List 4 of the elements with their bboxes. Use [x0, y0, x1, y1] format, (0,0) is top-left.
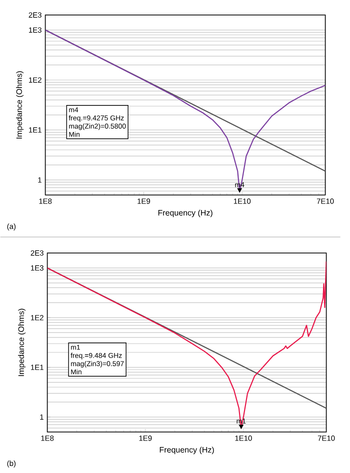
x-axis-title: Frequency (Hz) — [160, 446, 214, 454]
x-axis-title: Frequency (Hz) — [158, 210, 212, 218]
y-axis-title: Impedance (Ohms) — [18, 308, 26, 376]
y-axis-title: Impedance (Ohms) — [16, 71, 24, 138]
